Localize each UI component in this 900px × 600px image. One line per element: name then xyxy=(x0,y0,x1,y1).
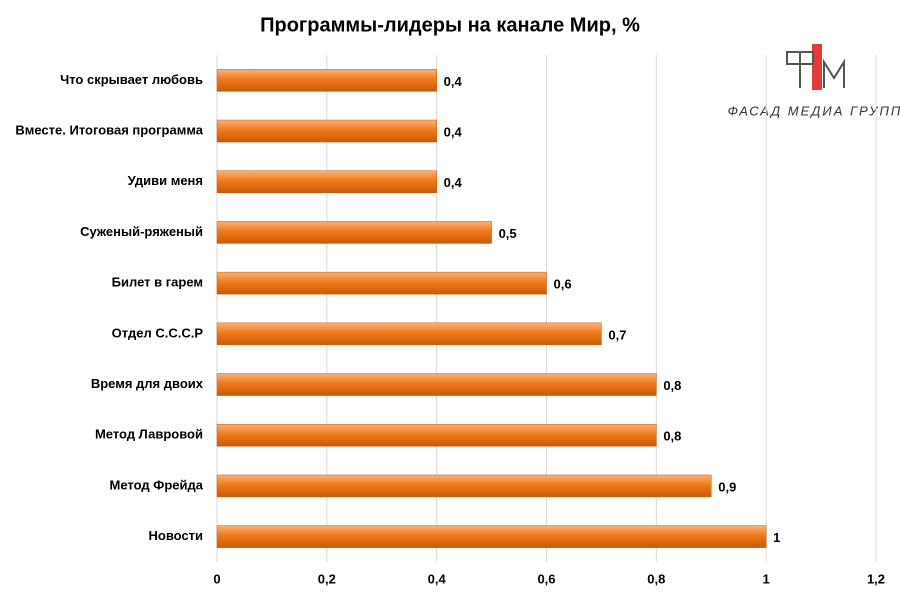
value-label: 0,8 xyxy=(663,429,681,444)
value-label: 0,4 xyxy=(444,175,463,190)
value-label: 0,4 xyxy=(444,124,463,139)
y-tick-label: Что скрывает любовь xyxy=(60,72,203,87)
value-label: 0,6 xyxy=(554,277,572,292)
y-tick-label: Билет в гарем xyxy=(112,275,203,290)
y-tick-label: Удиви меня xyxy=(128,173,203,188)
logo-text: ФАСАД МЕДИА ГРУПП xyxy=(728,103,900,118)
y-tick-label: Вместе. Итоговая программа xyxy=(15,122,203,137)
x-tick-label: 1 xyxy=(763,571,770,586)
bar xyxy=(216,525,767,548)
bar xyxy=(216,322,602,346)
x-tick-label: 0,8 xyxy=(647,571,665,586)
value-label: 0,8 xyxy=(663,378,681,393)
chart-title: Программы-лидеры на канале Мир, % xyxy=(260,14,640,36)
bar xyxy=(216,424,657,447)
y-tick-label: Отдел С.С.С.Р xyxy=(112,325,204,340)
bar xyxy=(216,69,437,92)
bar xyxy=(216,474,712,498)
y-tick-label: Суженый-ряженый xyxy=(80,224,203,239)
logo: ФАСАД МЕДИА ГРУПП xyxy=(728,44,900,118)
y-tick-label: Метод Лавровой xyxy=(95,427,203,442)
x-tick-label: 0 xyxy=(213,571,220,586)
bar xyxy=(216,170,437,193)
value-label: 0,9 xyxy=(718,479,736,494)
value-label: 0,7 xyxy=(608,327,626,342)
bar xyxy=(216,221,492,244)
bar xyxy=(216,373,657,396)
y-tick-label: Метод Фрейда xyxy=(110,477,204,492)
bar xyxy=(216,119,437,143)
bar xyxy=(216,271,547,295)
value-label: 0,4 xyxy=(444,74,463,89)
y-tick-label: Время для двоих xyxy=(91,376,204,391)
y-tick-label: Новости xyxy=(148,528,203,543)
value-label: 1 xyxy=(773,530,780,545)
x-tick-label: 1,2 xyxy=(867,571,885,586)
x-tick-label: 0,6 xyxy=(537,571,555,586)
x-tick-label: 0,2 xyxy=(318,571,336,586)
value-label: 0,5 xyxy=(499,226,517,241)
x-tick-label: 0,4 xyxy=(428,571,447,586)
